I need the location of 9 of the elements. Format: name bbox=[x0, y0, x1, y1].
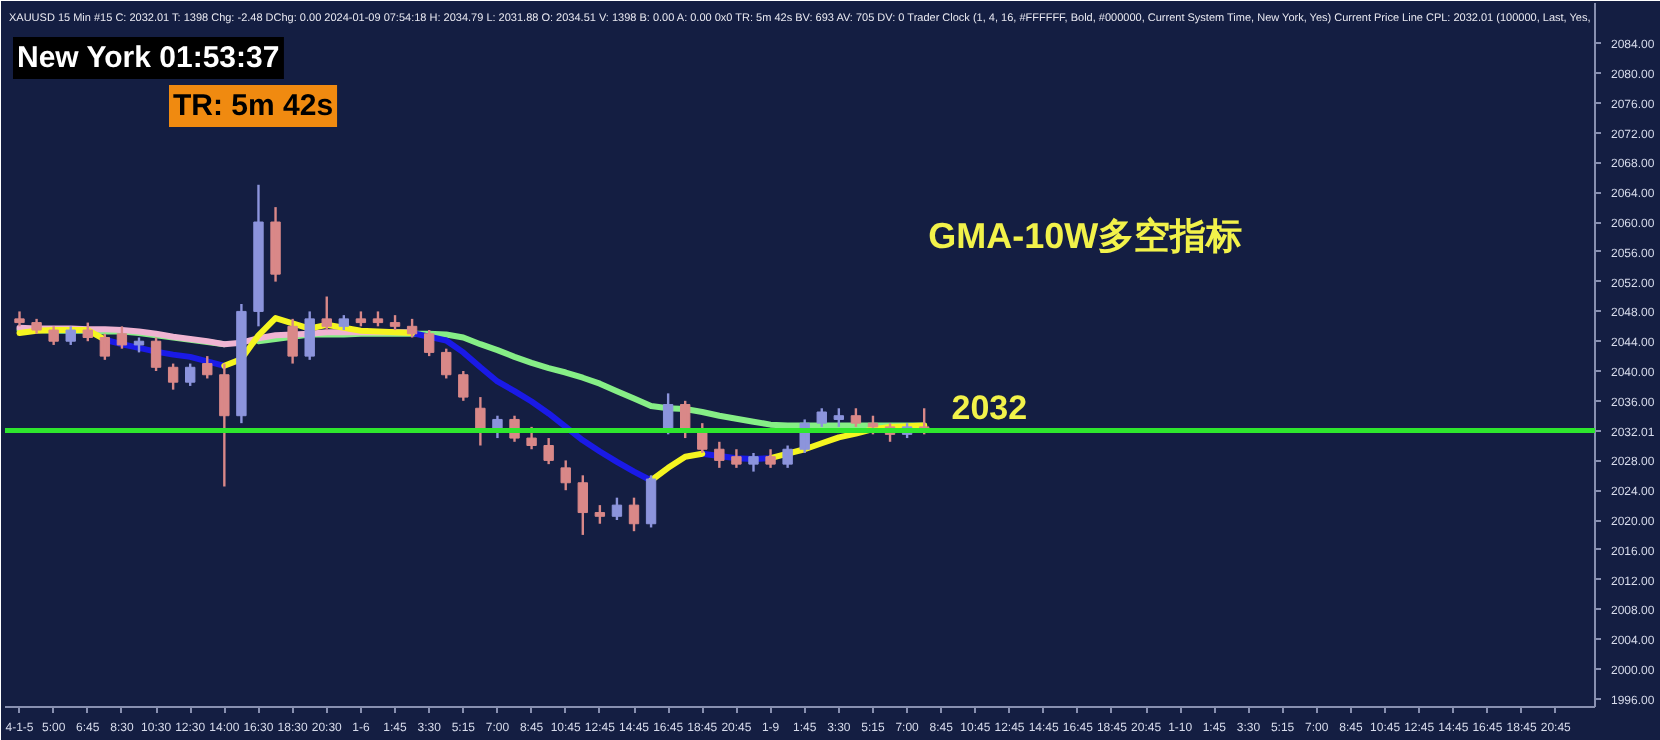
ref-line-label: 2032 bbox=[951, 388, 1028, 427]
annotation: New York 01:53:37 bbox=[17, 41, 280, 75]
candlestick bbox=[833, 407, 845, 429]
annotation: TR: 5m 42s bbox=[173, 89, 334, 123]
text: GMA-10W多空指标 bbox=[928, 215, 1243, 256]
candlestick bbox=[65, 325, 76, 347]
candlestick bbox=[82, 321, 93, 343]
candlestick bbox=[816, 407, 827, 429]
candlestick bbox=[321, 295, 332, 332]
